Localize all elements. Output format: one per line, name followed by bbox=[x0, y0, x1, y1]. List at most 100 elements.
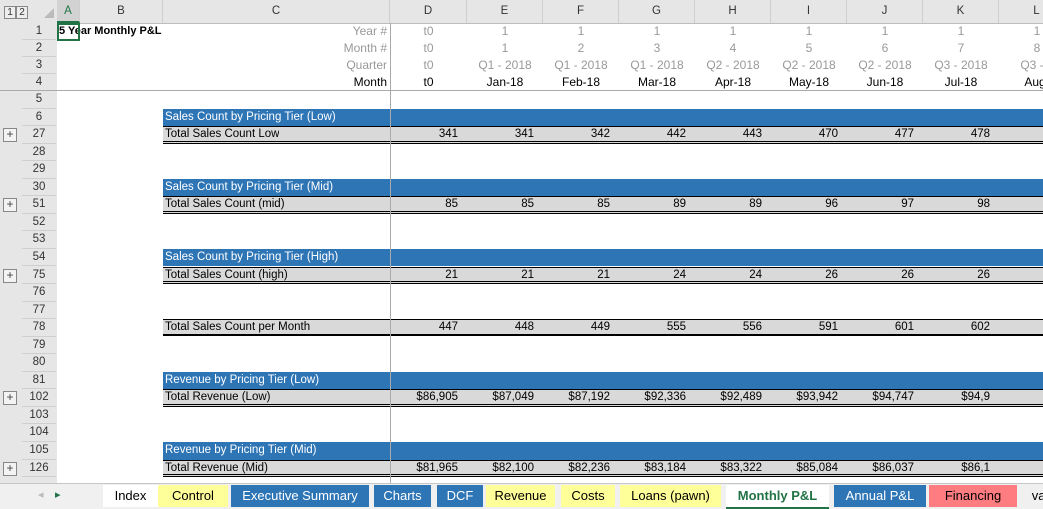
scroll-tabs-left-icon[interactable]: ◂ bbox=[38, 489, 44, 501]
row-number[interactable]: 126 bbox=[22, 460, 56, 478]
row-number[interactable]: 103 bbox=[22, 407, 56, 425]
column-header-J[interactable]: J bbox=[847, 0, 923, 23]
row-value: 26 bbox=[977, 268, 990, 281]
sheet-tab[interactable]: Annual P&L bbox=[834, 485, 926, 507]
row-value: $87,049 bbox=[492, 391, 534, 404]
row-value: 24 bbox=[749, 268, 762, 281]
row-number[interactable]: 27 bbox=[22, 126, 56, 144]
header-value: Q2 - 2018 bbox=[782, 58, 836, 72]
row-value: 591 bbox=[818, 321, 838, 334]
sheet-tab[interactable]: Loans (pawn) bbox=[620, 485, 721, 507]
row-number[interactable]: 28 bbox=[22, 144, 56, 162]
row-number[interactable]: 5 bbox=[22, 91, 56, 109]
row-number[interactable]: 6 bbox=[22, 109, 56, 127]
sheet-tab[interactable]: Charts bbox=[374, 485, 431, 507]
row-number[interactable]: 79 bbox=[22, 337, 56, 355]
sheet-tab[interactable]: Index bbox=[103, 485, 158, 507]
sheet-tab[interactable]: val bbox=[1020, 485, 1043, 507]
header-value: Jun-18 bbox=[866, 75, 904, 89]
header-value: Q2 - 2018 bbox=[858, 58, 912, 72]
row-number[interactable]: 80 bbox=[22, 354, 56, 372]
expand-group-plus-icon[interactable]: + bbox=[3, 198, 17, 213]
row-number[interactable]: 75 bbox=[22, 267, 56, 285]
sheet-tab[interactable]: DCF bbox=[437, 485, 483, 507]
header-value: 1 bbox=[805, 24, 813, 38]
sheet-tab[interactable]: Executive Summary bbox=[231, 485, 369, 507]
scroll-tabs-right-icon[interactable]: ▸ bbox=[55, 489, 61, 501]
sheet-tabs-bar: ◂ ▸ Index Control Executive Summary Charts D… bbox=[0, 483, 1043, 509]
sheet-tab[interactable]: Monthly P&L bbox=[726, 485, 829, 509]
row-number[interactable]: 30 bbox=[22, 179, 56, 197]
row-value: 443 bbox=[742, 128, 762, 141]
row-value: $86,037 bbox=[872, 461, 914, 474]
sum-row: Total Sales Count per Month 447 448 449 555 5… bbox=[163, 319, 1043, 336]
header-value: 6 bbox=[881, 41, 889, 55]
column-header-G[interactable]: G bbox=[619, 0, 695, 23]
expand-group-plus-icon[interactable]: + bbox=[3, 128, 17, 143]
outline-level-button[interactable]: 1 bbox=[4, 6, 16, 19]
row-number[interactable]: 102 bbox=[22, 389, 56, 407]
row-number[interactable]: 104 bbox=[22, 424, 56, 442]
row-label: Total Sales Count per Month bbox=[165, 321, 311, 334]
row-value: 448 bbox=[514, 321, 534, 334]
sheet-tab[interactable]: Control bbox=[158, 485, 228, 507]
column-header-F[interactable]: F bbox=[543, 0, 619, 23]
sheet-tab[interactable]: Costs bbox=[561, 485, 615, 507]
header-value: t0 bbox=[423, 58, 434, 72]
header-value: 1 bbox=[881, 24, 889, 38]
select-all-corner[interactable] bbox=[44, 8, 54, 18]
row-number[interactable]: 53 bbox=[22, 231, 56, 249]
row-number[interactable]: 105 bbox=[22, 442, 56, 460]
header-value: Feb-18 bbox=[561, 75, 601, 89]
row-number[interactable]: 4 bbox=[22, 74, 56, 91]
sheet-title: 5 Year Monthly P&L bbox=[59, 25, 162, 37]
row-value: 85 bbox=[597, 198, 610, 211]
expand-group-plus-icon[interactable]: + bbox=[3, 268, 17, 283]
active-cell-selection bbox=[57, 23, 80, 41]
frozen-row-divider bbox=[0, 90, 1043, 91]
sheet-tab[interactable]: Revenue bbox=[486, 485, 555, 507]
sheet-tab[interactable]: Financing bbox=[929, 485, 1017, 507]
row-value: 478 bbox=[970, 128, 990, 141]
header-value: Mar-18 bbox=[637, 75, 676, 89]
header-value: Q3 - 2018 bbox=[934, 58, 988, 72]
header-value: 1 bbox=[729, 24, 737, 38]
column-header-B[interactable]: B bbox=[80, 0, 163, 23]
header-value: Jan-18 bbox=[486, 75, 524, 89]
row-number[interactable]: 2 bbox=[22, 40, 56, 57]
column-header-L[interactable]: L bbox=[999, 0, 1043, 23]
row-value: 24 bbox=[673, 268, 686, 281]
row-number[interactable]: 54 bbox=[22, 249, 56, 267]
expand-group-plus-icon[interactable]: + bbox=[3, 391, 17, 406]
row-number[interactable]: 51 bbox=[22, 196, 56, 214]
row-value: 89 bbox=[673, 198, 686, 211]
frozen-column-divider bbox=[390, 23, 391, 483]
column-header-K[interactable]: K bbox=[923, 0, 999, 23]
row-number[interactable]: 77 bbox=[22, 302, 56, 320]
column-header-E[interactable]: E bbox=[467, 0, 543, 23]
row-value: 26 bbox=[901, 268, 914, 281]
column-header-C[interactable]: C bbox=[163, 0, 390, 23]
row-value: 85 bbox=[445, 198, 458, 211]
column-header-H[interactable]: H bbox=[695, 0, 771, 23]
row-number[interactable]: 78 bbox=[22, 319, 56, 337]
row-number[interactable]: 1 bbox=[22, 23, 56, 40]
column-header-A[interactable]: A bbox=[57, 0, 80, 23]
row-value: 447 bbox=[438, 321, 458, 334]
row-value: $82,100 bbox=[492, 461, 534, 474]
row-number[interactable]: 81 bbox=[22, 372, 56, 390]
row-number[interactable]: 29 bbox=[22, 161, 56, 179]
header-value: Aug- bbox=[1024, 75, 1043, 89]
column-header-D[interactable]: D bbox=[390, 0, 467, 23]
row-number[interactable]: 3 bbox=[22, 57, 56, 74]
header-value: 7 bbox=[957, 41, 965, 55]
outline-level-button[interactable]: 2 bbox=[16, 6, 28, 19]
expand-group-plus-icon[interactable]: + bbox=[3, 461, 17, 476]
header-value: 4 bbox=[729, 41, 737, 55]
row-number[interactable]: 52 bbox=[22, 214, 56, 232]
column-header-I[interactable]: I bbox=[771, 0, 847, 23]
row-value: $83,322 bbox=[720, 461, 762, 474]
row-number[interactable]: 76 bbox=[22, 284, 56, 302]
header-value: May-18 bbox=[788, 75, 829, 89]
